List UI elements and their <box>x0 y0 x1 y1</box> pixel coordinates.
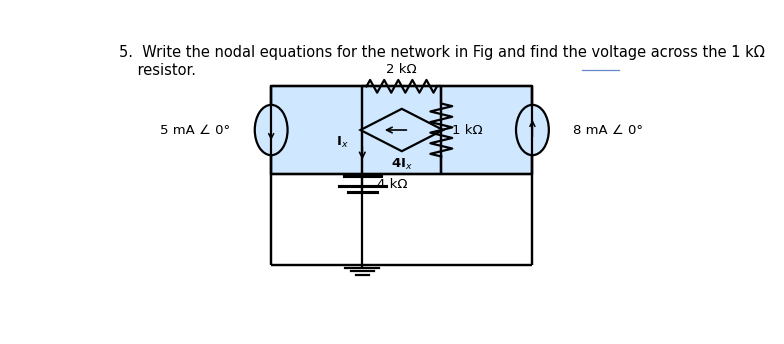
Text: 4 kΩ: 4 kΩ <box>378 178 408 191</box>
Ellipse shape <box>255 105 288 155</box>
Text: 8 mA ∠ 0°: 8 mA ∠ 0° <box>573 123 643 137</box>
Text: 2 kΩ: 2 kΩ <box>387 63 417 76</box>
Text: $\mathbf{4I}_x$: $\mathbf{4I}_x$ <box>391 157 412 172</box>
Bar <box>271 86 532 174</box>
Text: 5.  Write the nodal equations for the network in Fig and find the voltage across: 5. Write the nodal equations for the net… <box>119 45 765 78</box>
Text: $\mathbf{I}_x$: $\mathbf{I}_x$ <box>336 135 349 150</box>
Ellipse shape <box>516 105 549 155</box>
Text: 1 kΩ: 1 kΩ <box>452 123 483 137</box>
Text: 5 mA ∠ 0°: 5 mA ∠ 0° <box>161 123 230 137</box>
Polygon shape <box>361 109 443 151</box>
